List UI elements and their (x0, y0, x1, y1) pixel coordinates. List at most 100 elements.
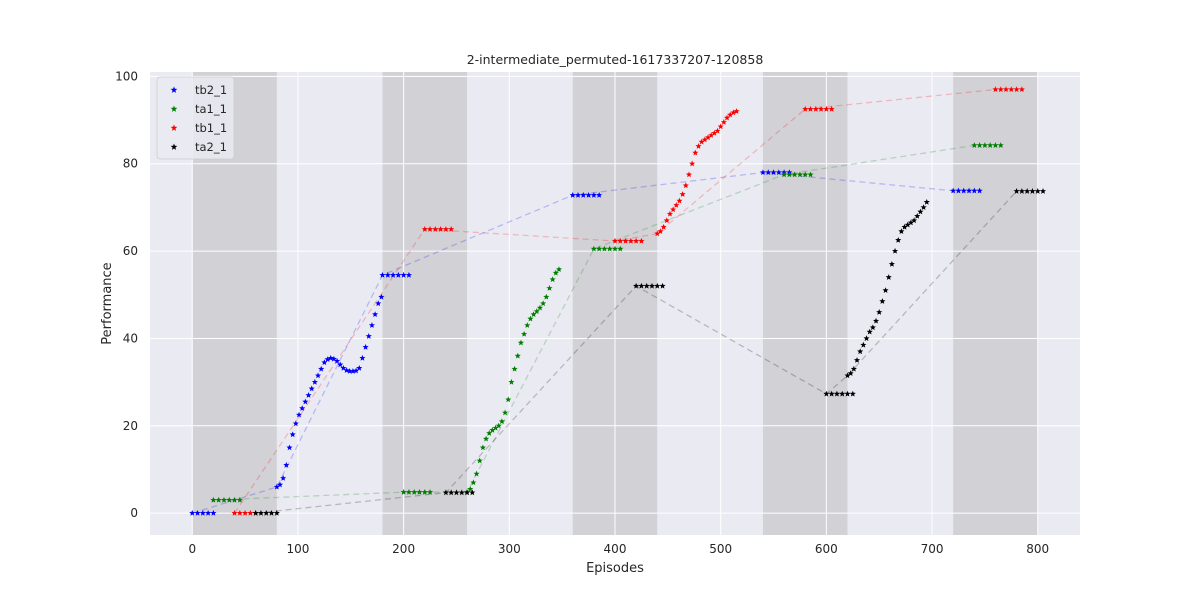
point-tb1-1-19 (660, 223, 667, 230)
point-tb2-1-15 (305, 392, 312, 398)
point-ta1-1-6 (400, 488, 407, 495)
y-tick-label-40: 40 (123, 331, 138, 345)
point-ta2-1-28 (860, 341, 867, 348)
point-ta2-1-9 (464, 489, 471, 496)
point-tb2-1-62 (976, 187, 983, 194)
point-ta1-1-33 (530, 311, 537, 318)
point-ta2-1-40 (898, 228, 905, 235)
point-tb2-1-58 (955, 187, 962, 194)
point-ta1-1-51 (796, 171, 803, 178)
point-ta1-1-55 (976, 142, 983, 148)
point-ta2-1-20 (839, 390, 846, 397)
point-tb1-1-23 (673, 202, 680, 208)
grid-lines (150, 72, 1080, 535)
point-ta1-1-0 (210, 496, 217, 503)
point-ta2-1-24 (847, 370, 854, 376)
point-ta2-1-46 (917, 208, 924, 215)
point-tb1-1-46 (818, 105, 825, 112)
point-tb1-1-3 (247, 509, 254, 516)
point-tb1-1-40 (727, 111, 734, 118)
point-tb2-1-52 (765, 169, 772, 176)
point-tb1-1-48 (828, 105, 835, 112)
point-ta1-1-44 (601, 245, 608, 252)
point-tb1-1-13 (622, 237, 629, 244)
point-ta1-1-10 (421, 488, 428, 495)
point-ta2-1-47 (920, 204, 927, 210)
x-tick-label-700: 700 (921, 542, 944, 556)
point-ta1-1-19 (486, 430, 493, 436)
point-tb2-1-50 (596, 191, 603, 198)
point-tb1-1-52 (1008, 86, 1015, 93)
shaded-region-3 (762, 72, 848, 535)
point-tb1-1-11 (611, 237, 619, 244)
point-tb1-1-14 (627, 237, 634, 244)
point-tb1-1-42 (733, 108, 740, 114)
point-ta2-1-48 (923, 198, 930, 205)
point-tb2-1-20 (321, 359, 328, 366)
point-ta2-1-18 (828, 390, 835, 397)
point-ta1-1-58 (992, 142, 999, 148)
point-tb2-1-32 (359, 354, 366, 361)
point-tb1-1-35 (711, 129, 718, 136)
y-tick-label-20: 20 (123, 419, 138, 433)
point-tb1-1-43 (802, 105, 809, 112)
point-tb2-1-53 (770, 169, 777, 176)
point-ta1-1-14 (470, 479, 477, 486)
point-tb2-1-2 (199, 509, 206, 516)
point-ta1-1-59 (997, 142, 1004, 148)
point-ta1-1-20 (489, 426, 496, 433)
point-ta2-1-3 (268, 509, 275, 516)
point-tb2-1-59 (960, 187, 967, 194)
point-tb1-1-30 (695, 143, 702, 149)
point-ta2-1-0 (252, 509, 259, 516)
point-tb1-1-0 (231, 509, 238, 516)
point-tb2-1-27 (343, 367, 350, 373)
x-tick-label-500: 500 (709, 542, 732, 556)
legend-label-ta1-1: ta1_1 (195, 102, 227, 116)
point-ta1-1-39 (549, 276, 556, 283)
point-tb1-1-26 (682, 182, 689, 189)
point-ta1-1-28 (514, 352, 521, 359)
point-tb1-1-27 (685, 171, 693, 178)
point-tb2-1-46 (574, 191, 582, 198)
legend-marker-tb1-1 (170, 124, 178, 131)
point-tb1-1-32 (701, 136, 708, 143)
point-tb2-1-21 (324, 356, 331, 362)
point-tb2-1-57 (950, 187, 957, 194)
point-tb2-1-43 (400, 271, 407, 278)
point-ta1-1-42 (590, 245, 597, 252)
point-tb2-1-22 (327, 354, 334, 361)
y-tick-label-0: 0 (130, 506, 138, 520)
point-ta1-1-47 (617, 245, 624, 252)
point-tb1-1-47 (823, 105, 830, 112)
point-tb1-1-38 (720, 119, 727, 125)
series-tb2-1 (189, 169, 983, 516)
y-tick-label-80: 80 (123, 157, 138, 171)
point-tb2-1-5 (273, 483, 280, 490)
point-tb1-1-12 (617, 237, 624, 244)
point-ta2-1-34 (879, 298, 886, 304)
trend-line-ta1-1 (213, 144, 975, 501)
point-ta1-1-17 (479, 444, 486, 451)
point-ta1-1-41 (555, 266, 563, 273)
point-ta2-1-53 (1034, 188, 1041, 194)
point-ta1-1-18 (483, 435, 490, 442)
point-tb2-1-61 (971, 187, 978, 194)
x-tick-label-0: 0 (188, 542, 196, 556)
x-tick-label-100: 100 (287, 542, 310, 556)
point-tb1-1-36 (714, 127, 721, 134)
legend: tb2_1 ta1_1 tb1_1 ta2_1 (156, 76, 235, 160)
point-tb2-1-49 (590, 191, 597, 198)
point-ta1-1-57 (987, 142, 994, 148)
point-tb2-1-12 (295, 411, 303, 418)
point-ta2-1-13 (643, 282, 650, 289)
point-tb2-1-36 (372, 311, 379, 318)
point-tb2-1-42 (395, 271, 402, 278)
point-tb2-1-16 (308, 385, 315, 392)
point-ta2-1-32 (872, 317, 880, 324)
point-tb1-1-22 (670, 206, 677, 213)
point-ta1-1-4 (231, 496, 238, 503)
x-tick-labels: 0 100 200 300 400 500 600 700 800 (188, 542, 1049, 556)
point-tb2-1-10 (289, 431, 296, 438)
point-ta2-1-11 (633, 282, 640, 289)
